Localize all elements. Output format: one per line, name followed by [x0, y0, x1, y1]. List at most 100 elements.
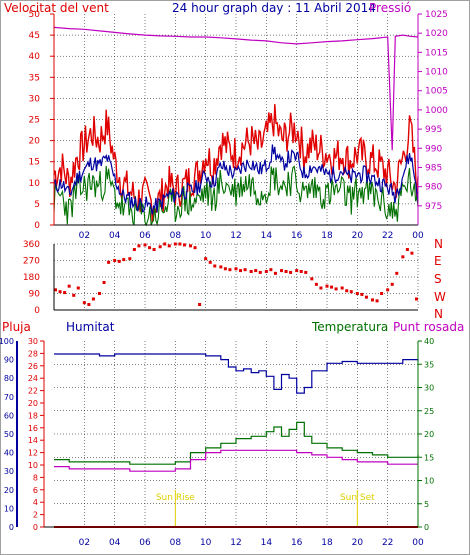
direction-point — [414, 297, 418, 301]
temperature-y-tick-label: 30 — [424, 384, 434, 393]
temperature-y-tick-label: 40 — [424, 337, 434, 346]
humidity-y-tick-label: 30 — [4, 467, 14, 476]
x-tick-label: 00 — [412, 538, 424, 548]
wind-axis-label: Velocitat del vent — [4, 1, 109, 15]
x-tick-label: 04 — [109, 231, 121, 241]
temperature-y-tick-label: 15 — [424, 453, 434, 462]
x-tick-label: 22 — [382, 538, 393, 548]
direction-point — [63, 291, 67, 295]
wind-y-tick-label: 50 — [29, 10, 41, 20]
direction-point — [219, 265, 223, 269]
humidity-y-tick-label: 100 — [0, 337, 14, 346]
direction-point — [132, 248, 136, 251]
direction-point — [198, 303, 202, 306]
wind-y-tick-label: 30 — [29, 94, 41, 104]
compass-label: E — [434, 254, 442, 268]
humidity-y-tick-label: 70 — [4, 393, 14, 402]
direction-point — [228, 268, 232, 272]
x-tick-label: 16 — [291, 538, 303, 548]
wind-pressure-panel: 0510152025303540455097598098599099510001… — [29, 10, 449, 241]
direction-point — [163, 242, 167, 246]
dewpoint-line — [54, 449, 418, 472]
pressure-y-tick-label: 980 — [425, 183, 442, 193]
wind-average-line — [53, 144, 419, 215]
sun-marker-label: Sun Rise — [156, 493, 195, 503]
dewpoint-axis-label: Punt rosada — [393, 320, 464, 334]
rain-y-tick-label: 8 — [33, 473, 38, 482]
direction-y-tick-label: 270 — [23, 257, 40, 267]
temperature-y-tick-label: 25 — [424, 407, 434, 416]
humidity-y-tick-label: 10 — [4, 504, 14, 513]
rain-y-tick-label: 30 — [28, 337, 38, 346]
humidity-y-tick-label: 80 — [4, 374, 14, 383]
wind-y-tick-label: 20 — [29, 137, 41, 147]
temperature-y-tick-label: 20 — [424, 430, 434, 439]
rain-axis-label: Pluja — [2, 320, 31, 334]
direction-point — [401, 255, 405, 259]
x-tick-label: 06 — [139, 538, 151, 548]
rain-y-tick-label: 24 — [28, 374, 38, 383]
direction-point — [304, 270, 308, 274]
x-tick-label: 22 — [382, 231, 393, 241]
direction-point — [395, 271, 399, 275]
temperature-axis-label: Temperatura — [311, 320, 388, 334]
pressure-y-tick-label: 1005 — [425, 87, 448, 97]
rain-y-tick-label: 14 — [28, 436, 38, 445]
pressure-y-tick-label: 1015 — [425, 48, 448, 58]
direction-point — [173, 242, 177, 246]
x-tick-label: 02 — [79, 231, 90, 241]
direction-point — [239, 269, 243, 273]
direction-point — [289, 270, 293, 274]
temperature-y-tick-label: 10 — [424, 477, 434, 486]
direction-point — [340, 286, 344, 290]
direction-point — [234, 267, 238, 271]
wind-y-tick-label: 0 — [34, 221, 40, 231]
direction-point — [98, 292, 101, 295]
direction-point — [264, 270, 268, 273]
pressure-y-tick-label: 1020 — [425, 29, 448, 39]
direction-point — [405, 248, 409, 251]
direction-y-tick-label: 180 — [23, 273, 40, 283]
pressure-line — [53, 26, 419, 151]
compass-label: N — [434, 237, 443, 251]
temp-hum-rain-panel: 0102030405060708090100024681012141618202… — [0, 337, 434, 548]
rain-y-tick-label: 28 — [28, 349, 38, 358]
direction-point — [330, 285, 334, 289]
wind-minimum-line — [53, 165, 419, 227]
x-tick-label: 12 — [230, 538, 241, 548]
direction-point — [122, 258, 126, 262]
pressure-y-tick-label: 990 — [425, 144, 442, 154]
direction-point — [349, 290, 353, 294]
direction-point — [107, 260, 111, 264]
direction-point — [360, 292, 364, 296]
x-tick-label: 02 — [79, 538, 90, 548]
temperature-y-tick-label: 5 — [424, 500, 429, 509]
x-tick-label: 18 — [321, 538, 333, 548]
wind-y-tick-label: 15 — [29, 158, 40, 168]
rain-y-tick-label: 4 — [33, 498, 38, 507]
direction-point — [410, 251, 414, 255]
pressure-y-tick-label: 975 — [425, 202, 442, 212]
direction-point — [117, 259, 121, 263]
x-tick-label: 08 — [170, 538, 182, 548]
rain-y-tick-label: 10 — [28, 461, 38, 470]
direction-point — [82, 301, 86, 305]
direction-point — [87, 303, 91, 306]
x-tick-label: 20 — [352, 231, 364, 241]
pressure-y-tick-label: 1000 — [425, 106, 448, 116]
direction-y-tick-label: 90 — [29, 290, 41, 300]
direction-point — [76, 286, 80, 290]
x-tick-label: 18 — [321, 231, 333, 241]
x-tick-label: 14 — [261, 538, 273, 548]
humidity-y-tick-label: 50 — [4, 430, 14, 439]
direction-point — [213, 264, 217, 268]
direction-point — [314, 282, 318, 286]
temperature-y-tick-label: 0 — [424, 523, 429, 532]
direction-point — [113, 259, 117, 262]
direction-point — [299, 270, 303, 273]
direction-point — [208, 260, 212, 264]
rain-y-tick-label: 20 — [28, 399, 38, 408]
